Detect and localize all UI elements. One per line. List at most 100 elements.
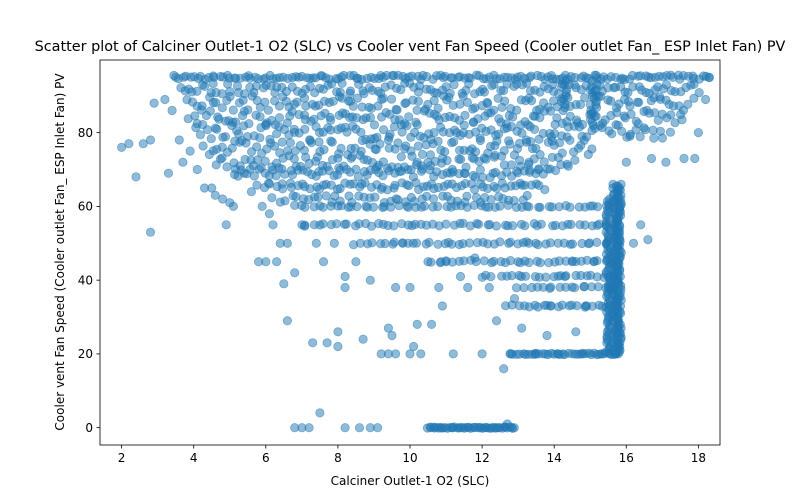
scatter-point — [509, 423, 519, 433]
scatter-point — [661, 80, 672, 90]
scatter-point — [575, 99, 586, 110]
scatter-point — [689, 79, 699, 89]
scatter-point — [351, 257, 361, 267]
scatter-point — [390, 282, 401, 293]
scatter-point — [513, 257, 523, 267]
scatter-point — [614, 330, 624, 341]
scatter-point — [171, 72, 181, 82]
scatter-point — [333, 341, 343, 352]
scatter-point — [535, 113, 545, 123]
scatter-point — [571, 327, 581, 337]
scatter-point — [413, 141, 423, 151]
scatter-point — [304, 423, 314, 433]
scatter-point — [282, 316, 292, 326]
scatter-point — [228, 201, 238, 211]
scatter-point — [536, 219, 546, 229]
scatter-point — [268, 220, 278, 230]
scatter-point — [289, 154, 299, 164]
scatter-point — [533, 240, 543, 250]
scatter-point — [200, 81, 210, 92]
scatter-point — [628, 238, 639, 248]
scatter-point — [211, 98, 221, 108]
scatter-point — [434, 282, 444, 293]
scatter-point — [625, 131, 635, 141]
scatter-point — [264, 179, 275, 189]
scatter-point — [538, 169, 548, 179]
scatter-point — [535, 258, 545, 268]
scatter-point — [378, 171, 388, 181]
x-tick-label: 8 — [334, 451, 342, 465]
scatter-point — [145, 135, 156, 145]
scatter-point — [238, 95, 248, 105]
y-axis-label: Cooler vent Fan Speed (Cooler outlet Fan… — [53, 73, 67, 431]
scatter-point — [277, 137, 287, 147]
scatter-point — [336, 143, 346, 153]
scatter-point — [249, 171, 259, 181]
scatter-point — [348, 101, 358, 111]
scatter-point — [149, 98, 159, 108]
scatter-point — [470, 253, 480, 263]
scatter-point — [447, 239, 457, 249]
scatter-point — [448, 349, 458, 359]
scatter-point — [491, 316, 502, 326]
scatter-point — [300, 124, 310, 134]
scatter-point — [589, 257, 599, 267]
scatter-point — [341, 219, 351, 229]
scatter-point — [541, 272, 551, 282]
scatter-point — [433, 201, 443, 212]
scatter-point — [405, 282, 415, 293]
scatter-point — [531, 349, 541, 359]
x-tick-label: 10 — [402, 451, 417, 465]
scatter-point — [308, 338, 318, 348]
scatter-point — [462, 191, 472, 201]
scatter-point — [331, 219, 342, 229]
scatter-point — [360, 178, 370, 188]
scatter-point — [416, 349, 426, 359]
scatter-point — [617, 126, 627, 136]
scatter-point — [413, 96, 423, 107]
scatter-point — [353, 172, 363, 182]
scatter-point — [603, 282, 613, 293]
scatter-point — [327, 79, 337, 89]
scatter-point — [546, 282, 556, 292]
scatter-point — [423, 257, 433, 267]
scatter-point — [560, 271, 570, 282]
scatter-point — [271, 257, 282, 267]
scatter-point — [679, 153, 689, 164]
scatter-point — [221, 220, 231, 230]
scatter-point — [299, 93, 310, 103]
scatter-point — [509, 293, 520, 304]
scatter-point — [592, 73, 602, 83]
scatter-point — [596, 349, 606, 359]
scatter-point — [607, 129, 617, 139]
scatter-point — [572, 301, 582, 311]
scatter-point — [484, 282, 494, 293]
scatter-point — [367, 238, 377, 248]
scatter-point — [704, 72, 714, 82]
scatter-point — [545, 106, 556, 116]
scatter-point — [329, 238, 339, 248]
scatter-point — [557, 73, 568, 83]
scatter-point — [340, 423, 350, 433]
scatter-point — [357, 135, 367, 146]
scatter-point — [394, 201, 404, 211]
scatter-point — [579, 135, 589, 145]
scatter-point — [192, 164, 202, 175]
scatter-point — [473, 219, 484, 229]
scatter-point — [274, 113, 285, 123]
scatter-point — [524, 202, 534, 212]
scatter-point — [486, 195, 496, 205]
scatter-point — [389, 122, 399, 132]
scatter-point — [542, 330, 552, 341]
scatter-point — [167, 105, 177, 116]
scatter-point — [277, 184, 288, 194]
scatter-point — [353, 79, 364, 89]
scatter-point — [392, 105, 402, 115]
scatter-point — [306, 138, 316, 148]
scatter-point — [305, 82, 315, 92]
scatter-point — [505, 139, 515, 149]
scatter-point — [365, 112, 375, 123]
scatter-point — [279, 279, 289, 289]
scatter-point — [397, 127, 407, 137]
scatter-point — [483, 98, 493, 109]
